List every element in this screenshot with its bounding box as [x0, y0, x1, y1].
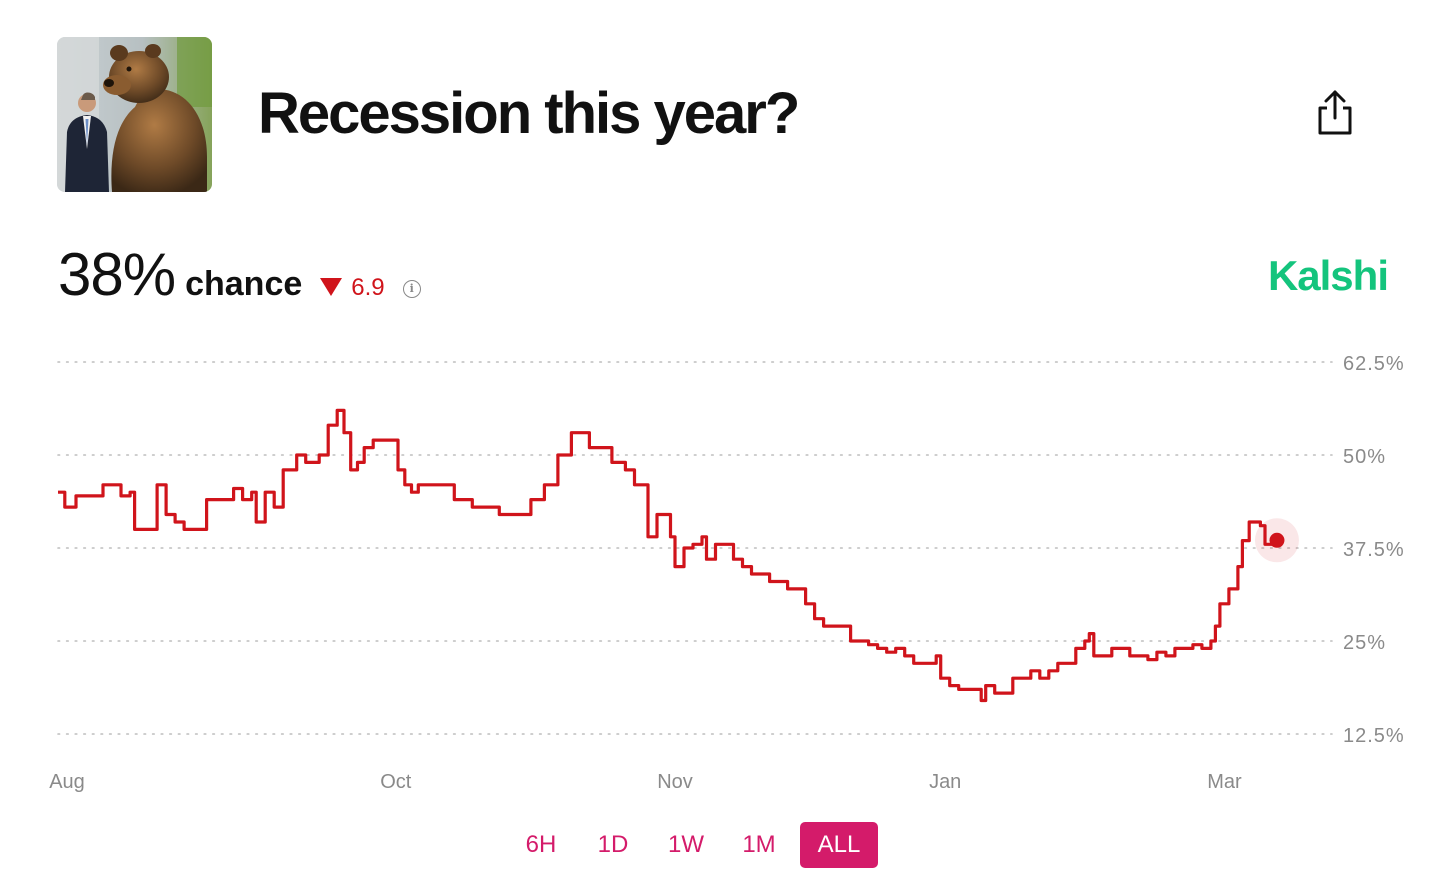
- share-icon: [1318, 90, 1352, 135]
- time-range-selector: 6H 1D 1W 1M ALL: [510, 822, 878, 868]
- market-thumbnail: [57, 37, 212, 192]
- y-tick-label: 25%: [1343, 632, 1386, 654]
- info-icon[interactable]: i: [402, 279, 421, 298]
- probability-line-chart: 62.5% 50% 37.5% 25% 12.5% Aug Oct Nov Jan Mar: [49, 353, 1405, 793]
- down-triangle-icon: [320, 278, 343, 296]
- change-value: 6.9: [351, 274, 385, 301]
- x-tick-label: Nov: [657, 771, 693, 793]
- share-button[interactable]: [1312, 88, 1358, 138]
- series-line: [58, 408, 1274, 703]
- range-button-1m[interactable]: 1M: [742, 831, 776, 858]
- x-tick-label: Jan: [929, 771, 961, 793]
- change-indicator: 6.9: [320, 274, 385, 302]
- probability-label: chance: [185, 265, 303, 303]
- y-tick-label: 50%: [1343, 446, 1386, 468]
- range-button-1w[interactable]: 1W: [668, 831, 704, 858]
- page-title: Recession this year?: [258, 81, 800, 146]
- bear-statue-image: [57, 37, 212, 192]
- x-tick-label: Aug: [49, 771, 85, 793]
- range-button-all[interactable]: ALL: [800, 822, 878, 868]
- range-button-1d[interactable]: 1D: [597, 831, 629, 858]
- y-tick-label: 62.5%: [1343, 353, 1405, 375]
- range-button-6h[interactable]: 6H: [525, 831, 557, 858]
- y-tick-label: 12.5%: [1343, 725, 1405, 747]
- x-tick-label: Oct: [380, 771, 412, 793]
- current-point[interactable]: [1269, 532, 1285, 548]
- probability-summary: 38% chance 6.9 i: [58, 240, 421, 320]
- y-tick-label: 37.5%: [1343, 539, 1405, 561]
- x-tick-label: Mar: [1207, 771, 1242, 793]
- probability-value: 38%: [58, 241, 176, 308]
- brand-logo: Kalshi: [1267, 252, 1389, 299]
